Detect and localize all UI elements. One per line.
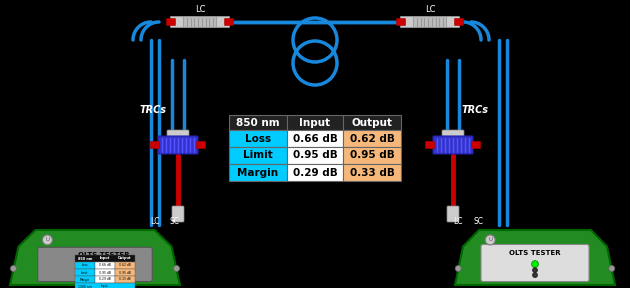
- Text: Input: Input: [100, 257, 110, 261]
- FancyBboxPatch shape: [442, 130, 464, 140]
- Text: 0.62 dB: 0.62 dB: [119, 264, 130, 268]
- Text: LC: LC: [453, 217, 463, 226]
- FancyBboxPatch shape: [454, 18, 464, 26]
- Bar: [287, 115, 343, 130]
- Text: TRCs: TRCs: [139, 105, 166, 115]
- FancyBboxPatch shape: [171, 16, 185, 27]
- Text: 0.29 dB: 0.29 dB: [99, 278, 111, 281]
- Circle shape: [485, 235, 495, 245]
- Bar: [229, 115, 287, 130]
- Circle shape: [609, 266, 615, 272]
- Text: U: U: [45, 237, 49, 242]
- Text: Limit: Limit: [81, 270, 89, 274]
- FancyBboxPatch shape: [185, 16, 200, 27]
- Bar: [229, 164, 287, 181]
- Bar: [115, 262, 135, 269]
- FancyBboxPatch shape: [401, 16, 416, 27]
- Text: 0.66 dB: 0.66 dB: [99, 264, 111, 268]
- Bar: [343, 115, 401, 130]
- Polygon shape: [10, 230, 180, 285]
- FancyBboxPatch shape: [166, 18, 176, 26]
- Circle shape: [532, 268, 537, 273]
- Text: LC: LC: [425, 5, 435, 14]
- FancyBboxPatch shape: [167, 130, 189, 140]
- FancyBboxPatch shape: [38, 247, 152, 281]
- FancyBboxPatch shape: [445, 16, 459, 27]
- Bar: [229, 130, 287, 147]
- Bar: [94, 276, 115, 283]
- Text: 0.66 dB: 0.66 dB: [292, 134, 338, 143]
- Text: 1300 nm: 1300 nm: [78, 285, 92, 288]
- Text: 0.33 dB: 0.33 dB: [350, 168, 394, 177]
- Text: SC: SC: [473, 217, 483, 226]
- Bar: [75, 255, 135, 262]
- Text: U: U: [488, 237, 492, 242]
- Text: Input: Input: [101, 285, 108, 288]
- Text: Loss: Loss: [245, 134, 271, 143]
- FancyBboxPatch shape: [481, 245, 589, 281]
- Text: Limit: Limit: [243, 151, 273, 160]
- Text: OLTS TESTER: OLTS TESTER: [77, 252, 129, 258]
- FancyBboxPatch shape: [158, 136, 198, 154]
- Bar: [75, 269, 94, 276]
- Bar: [75, 276, 94, 283]
- Bar: [94, 269, 115, 276]
- Bar: [75, 283, 135, 288]
- Text: SC: SC: [170, 217, 180, 226]
- Bar: [287, 147, 343, 164]
- Text: Input: Input: [299, 118, 331, 128]
- FancyBboxPatch shape: [184, 17, 216, 27]
- Bar: [343, 147, 401, 164]
- Circle shape: [11, 266, 16, 272]
- Circle shape: [532, 261, 539, 268]
- Text: TRCs: TRCs: [462, 105, 488, 115]
- Text: LC: LC: [150, 217, 160, 226]
- Bar: [343, 130, 401, 147]
- FancyBboxPatch shape: [433, 136, 473, 154]
- Text: 0.95 dB: 0.95 dB: [119, 270, 131, 274]
- Circle shape: [532, 273, 537, 278]
- FancyBboxPatch shape: [430, 16, 445, 27]
- Bar: [115, 269, 135, 276]
- Text: 0.33 dB: 0.33 dB: [119, 278, 130, 281]
- Text: 0.95 dB: 0.95 dB: [292, 151, 338, 160]
- Circle shape: [455, 266, 461, 272]
- Circle shape: [42, 235, 52, 245]
- Circle shape: [174, 266, 180, 272]
- Text: 850 nm: 850 nm: [236, 118, 280, 128]
- FancyBboxPatch shape: [447, 206, 459, 222]
- FancyBboxPatch shape: [172, 206, 184, 222]
- FancyBboxPatch shape: [200, 16, 215, 27]
- FancyBboxPatch shape: [425, 141, 435, 149]
- FancyBboxPatch shape: [151, 141, 159, 149]
- Text: Output: Output: [352, 118, 392, 128]
- FancyBboxPatch shape: [224, 18, 234, 26]
- Text: OLTS TESTER: OLTS TESTER: [509, 250, 561, 256]
- Text: Output: Output: [118, 257, 132, 261]
- Text: 850 nm: 850 nm: [77, 257, 92, 261]
- FancyBboxPatch shape: [396, 18, 406, 26]
- Bar: [94, 262, 115, 269]
- Text: 0.95 dB: 0.95 dB: [99, 270, 111, 274]
- Text: Margin: Margin: [238, 168, 278, 177]
- Bar: [287, 130, 343, 147]
- Bar: [229, 147, 287, 164]
- Bar: [75, 262, 94, 269]
- FancyBboxPatch shape: [414, 17, 446, 27]
- Text: 0.29 dB: 0.29 dB: [292, 168, 338, 177]
- Text: 0.95 dB: 0.95 dB: [350, 151, 394, 160]
- Text: 0.62 dB: 0.62 dB: [350, 134, 394, 143]
- Polygon shape: [455, 230, 615, 285]
- Bar: [115, 276, 135, 283]
- Bar: [287, 164, 343, 181]
- Text: Margin: Margin: [80, 278, 90, 281]
- FancyBboxPatch shape: [415, 16, 430, 27]
- FancyBboxPatch shape: [197, 141, 205, 149]
- Text: LC: LC: [195, 5, 205, 14]
- Bar: [343, 164, 401, 181]
- FancyBboxPatch shape: [471, 141, 481, 149]
- Text: Loss: Loss: [82, 264, 88, 268]
- FancyBboxPatch shape: [214, 16, 229, 27]
